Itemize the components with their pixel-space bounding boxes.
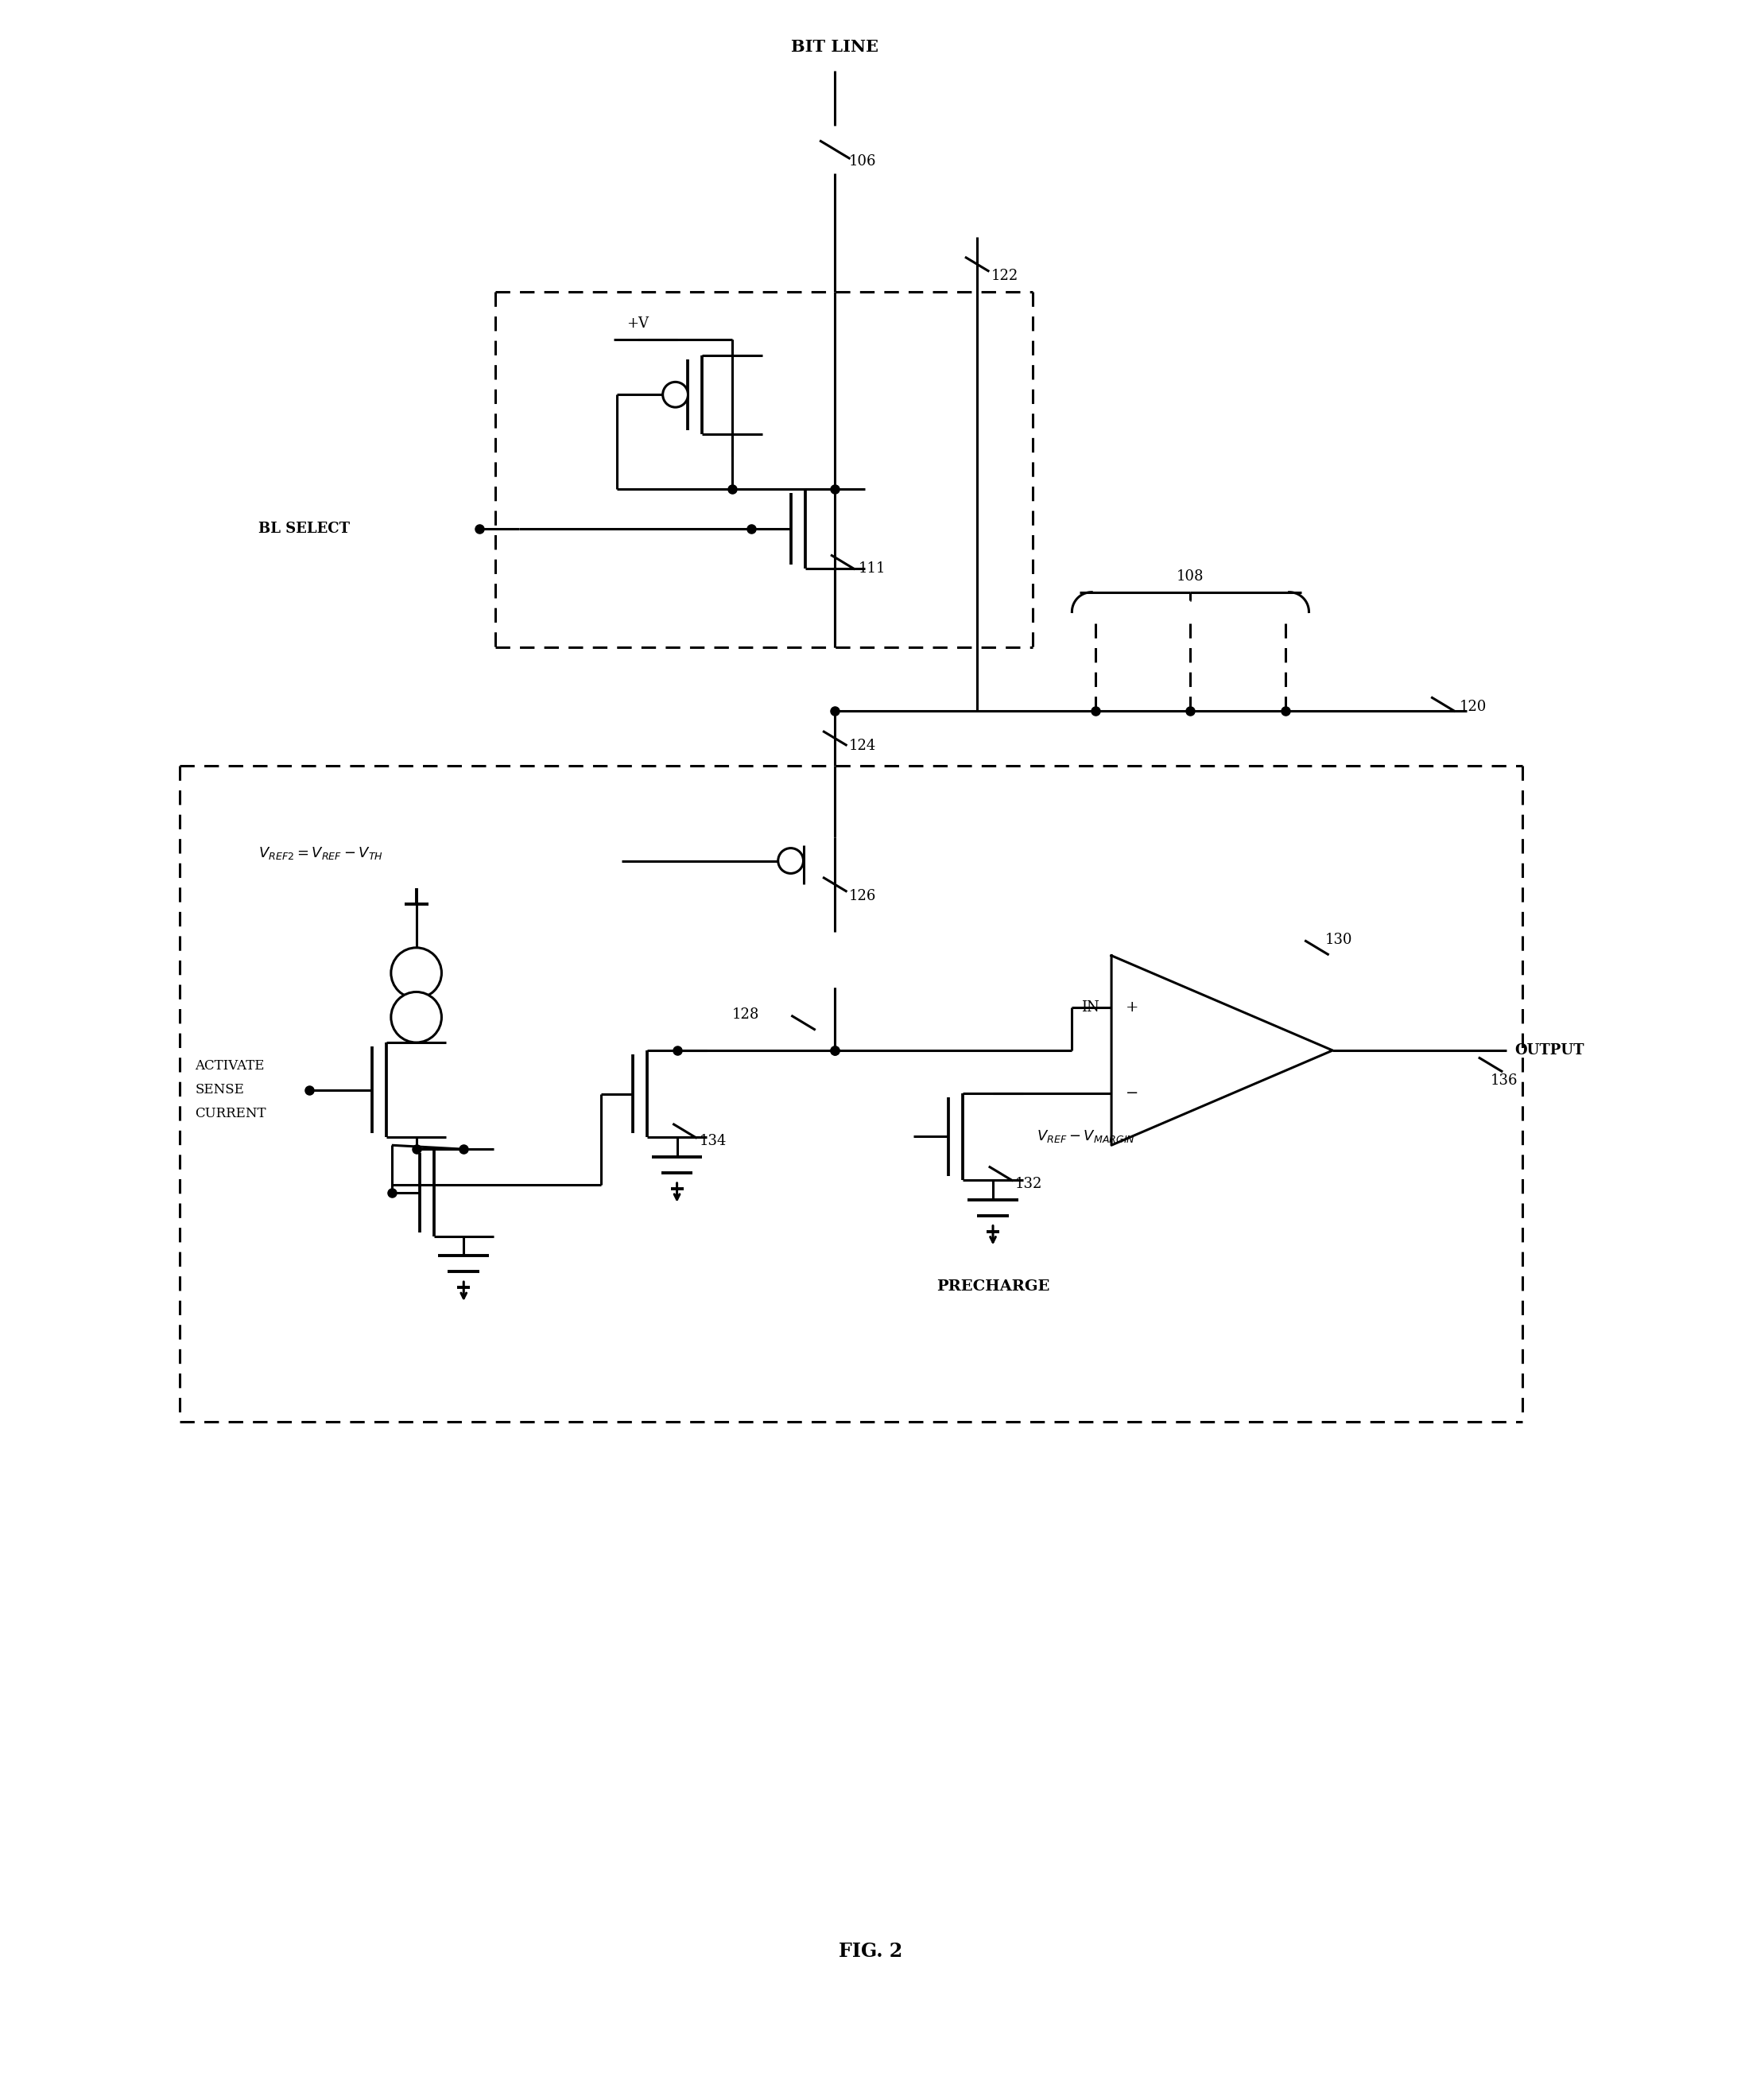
Text: 108: 108 [1177, 569, 1205, 584]
Text: $V_{REF} - V_{MARGIN}$: $V_{REF} - V_{MARGIN}$ [1036, 1128, 1135, 1144]
Circle shape [392, 947, 442, 998]
Text: 130: 130 [1325, 932, 1353, 947]
Text: CURRENT: CURRENT [195, 1107, 266, 1121]
Text: +V: +V [627, 317, 649, 330]
Circle shape [663, 382, 688, 407]
Text: 111: 111 [858, 561, 886, 575]
Text: FIG. 2: FIG. 2 [839, 1942, 902, 1961]
Text: 134: 134 [700, 1134, 726, 1149]
Circle shape [392, 991, 442, 1042]
Text: 136: 136 [1490, 1073, 1518, 1088]
Text: BL SELECT: BL SELECT [258, 521, 350, 535]
Text: SENSE: SENSE [195, 1084, 244, 1096]
Text: $V_{REF2} = V_{REF} - V_{TH}$: $V_{REF2} = V_{REF} - V_{TH}$ [258, 844, 383, 861]
Text: ACTIVATE: ACTIVATE [195, 1058, 265, 1073]
Text: +: + [1126, 1000, 1139, 1014]
Circle shape [778, 848, 803, 874]
Text: 124: 124 [850, 739, 876, 754]
Text: PRECHARGE: PRECHARGE [937, 1279, 1050, 1294]
Text: IN: IN [1081, 1000, 1100, 1014]
Text: 120: 120 [1459, 699, 1487, 714]
Text: 126: 126 [850, 888, 876, 903]
Text: BIT LINE: BIT LINE [790, 40, 879, 55]
Text: 132: 132 [1015, 1176, 1043, 1191]
Text: OUTPUT: OUTPUT [1515, 1044, 1584, 1058]
Text: 122: 122 [991, 269, 1018, 284]
Text: 106: 106 [850, 155, 877, 168]
Text: 128: 128 [733, 1008, 759, 1023]
Text: −: − [1126, 1086, 1139, 1100]
